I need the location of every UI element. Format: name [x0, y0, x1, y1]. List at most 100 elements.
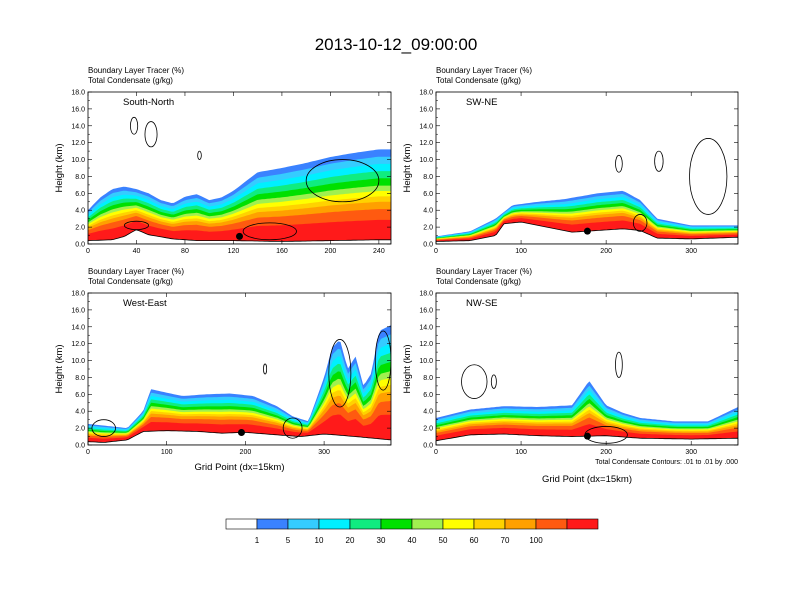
y-tick-label: 8.0 [75, 174, 85, 181]
tracer-band-11 [88, 414, 391, 443]
colorbar-swatch [287, 518, 320, 530]
panel-header-line: Total Condensate (g/kg) [88, 277, 173, 286]
contour-footnote: Total Condensate Contours: .01 to .01 by… [595, 459, 738, 466]
panel-sw-ne: Boundary Layer Tracer (%)Total Condensat… [402, 66, 739, 255]
y-tick-label: 8.0 [75, 375, 85, 382]
colorbar-label: 1 [255, 536, 260, 545]
x-tick-label: 200 [240, 449, 252, 456]
x-tick-label: 0 [434, 248, 438, 255]
condensate-contour [461, 364, 488, 399]
panel-header-line: Boundary Layer Tracer (%) [436, 66, 532, 75]
panel-name: West-East [123, 298, 167, 309]
x-tick-label: 100 [161, 449, 173, 456]
y-axis-label: Height (km) [402, 143, 413, 192]
colorbar-label: 60 [470, 536, 479, 545]
x-tick-label: 200 [325, 248, 337, 255]
y-tick-label: 18.0 [419, 291, 433, 298]
x-tick-label: 200 [600, 449, 612, 456]
colorbar-swatch [411, 518, 444, 530]
location-marker [237, 428, 245, 436]
y-tick-label: 18.0 [71, 291, 85, 298]
colorbar-label: 30 [377, 536, 386, 545]
condensate-contour [615, 351, 623, 378]
y-tick-label: 0.0 [423, 443, 433, 450]
x-tick-label: 300 [685, 248, 697, 255]
condensate-contour [374, 330, 391, 391]
y-tick-label: 18.0 [71, 90, 85, 97]
colorbar-swatch [566, 518, 599, 530]
terrain [88, 229, 391, 244]
colorbar-swatch [256, 518, 289, 530]
panel-name: SW-NE [466, 97, 498, 108]
condensate-contour [144, 121, 158, 148]
x-tick-label: 300 [318, 449, 330, 456]
y-tick-label: 6.0 [423, 392, 433, 399]
x-tick-label: 40 [133, 248, 141, 255]
panel-west-east: Boundary Layer Tracer (%)Total Condensat… [54, 267, 392, 473]
y-tick-label: 12.0 [419, 341, 433, 348]
y-tick-label: 2.0 [75, 225, 85, 232]
x-tick-label: 240 [373, 248, 385, 255]
x-tick-label: 160 [276, 248, 288, 255]
y-axis-label: Height (km) [54, 143, 65, 192]
panel-header-line: Total Condensate (g/kg) [88, 76, 173, 85]
colorbar-label: 70 [501, 536, 510, 545]
condensate-contour [490, 374, 497, 389]
panel-header-line: Total Condensate (g/kg) [436, 76, 521, 85]
colorbar-swatch [504, 518, 537, 530]
y-tick-label: 16.0 [419, 106, 433, 113]
y-tick-label: 16.0 [71, 106, 85, 113]
y-tick-label: 2.0 [423, 225, 433, 232]
colorbar-swatch [380, 518, 413, 530]
y-tick-label: 14.0 [71, 123, 85, 130]
tracer-band-11 [88, 219, 391, 242]
panel-nw-se: Boundary Layer Tracer (%) Total Condensat… [402, 267, 739, 485]
condensate-contour [282, 417, 303, 439]
condensate-contour [263, 363, 268, 375]
location-marker [583, 227, 591, 235]
y-tick-label: 18.0 [419, 90, 433, 97]
tracer-band-11 [436, 424, 738, 441]
x-tick-label: 0 [86, 248, 90, 255]
condensate-contour [305, 159, 380, 203]
y-tick-label: 4.0 [75, 208, 85, 215]
y-tick-label: 8.0 [423, 174, 433, 181]
panel-header-line: Boundary Layer Tracer (%) [88, 66, 184, 75]
x-axis-label: Grid Point (dx=15km) [194, 462, 284, 473]
location-marker [236, 232, 243, 240]
x-tick-label: 120 [228, 248, 240, 255]
y-tick-label: 10.0 [419, 358, 433, 365]
condensate-contour [123, 220, 149, 231]
y-tick-label: 10.0 [419, 157, 433, 164]
colorbar-swatch [473, 518, 506, 530]
x-tick-label: 200 [600, 248, 612, 255]
colorbar-swatch [442, 518, 475, 530]
colorbar-swatch [225, 518, 258, 530]
y-tick-label: 6.0 [75, 392, 85, 399]
colorbar-swatch [349, 518, 382, 530]
y-tick-label: 8.0 [423, 375, 433, 382]
y-tick-label: 2.0 [423, 426, 433, 433]
colorbar-swatch [318, 518, 351, 530]
tracer-field [88, 116, 391, 244]
colorbar-label: 20 [346, 536, 355, 545]
y-tick-label: 4.0 [75, 409, 85, 416]
y-tick-label: 12.0 [419, 140, 433, 147]
panel-header-line: Boundary Layer Tracer (%) [88, 267, 184, 276]
panel-header-line: Boundary Layer Tracer (%) [436, 267, 532, 276]
y-axis-label: Height (km) [402, 344, 413, 393]
condensate-contour [130, 116, 139, 135]
colorbar-label: 5 [286, 536, 291, 545]
y-tick-label: 14.0 [419, 123, 433, 130]
x-tick-label: 100 [515, 449, 527, 456]
condensate-contour [632, 214, 648, 232]
condensate-contour [689, 138, 728, 215]
colorbar-swatch [535, 518, 568, 530]
y-axis-label: Height (km) [54, 344, 65, 393]
condensate-contour [197, 150, 202, 160]
tracer-field [436, 351, 738, 445]
y-tick-label: 10.0 [71, 157, 85, 164]
panel-name: South-North [123, 97, 174, 108]
colorbar: 1 5 10 20 30 40 50 60 70 100 [225, 518, 599, 545]
